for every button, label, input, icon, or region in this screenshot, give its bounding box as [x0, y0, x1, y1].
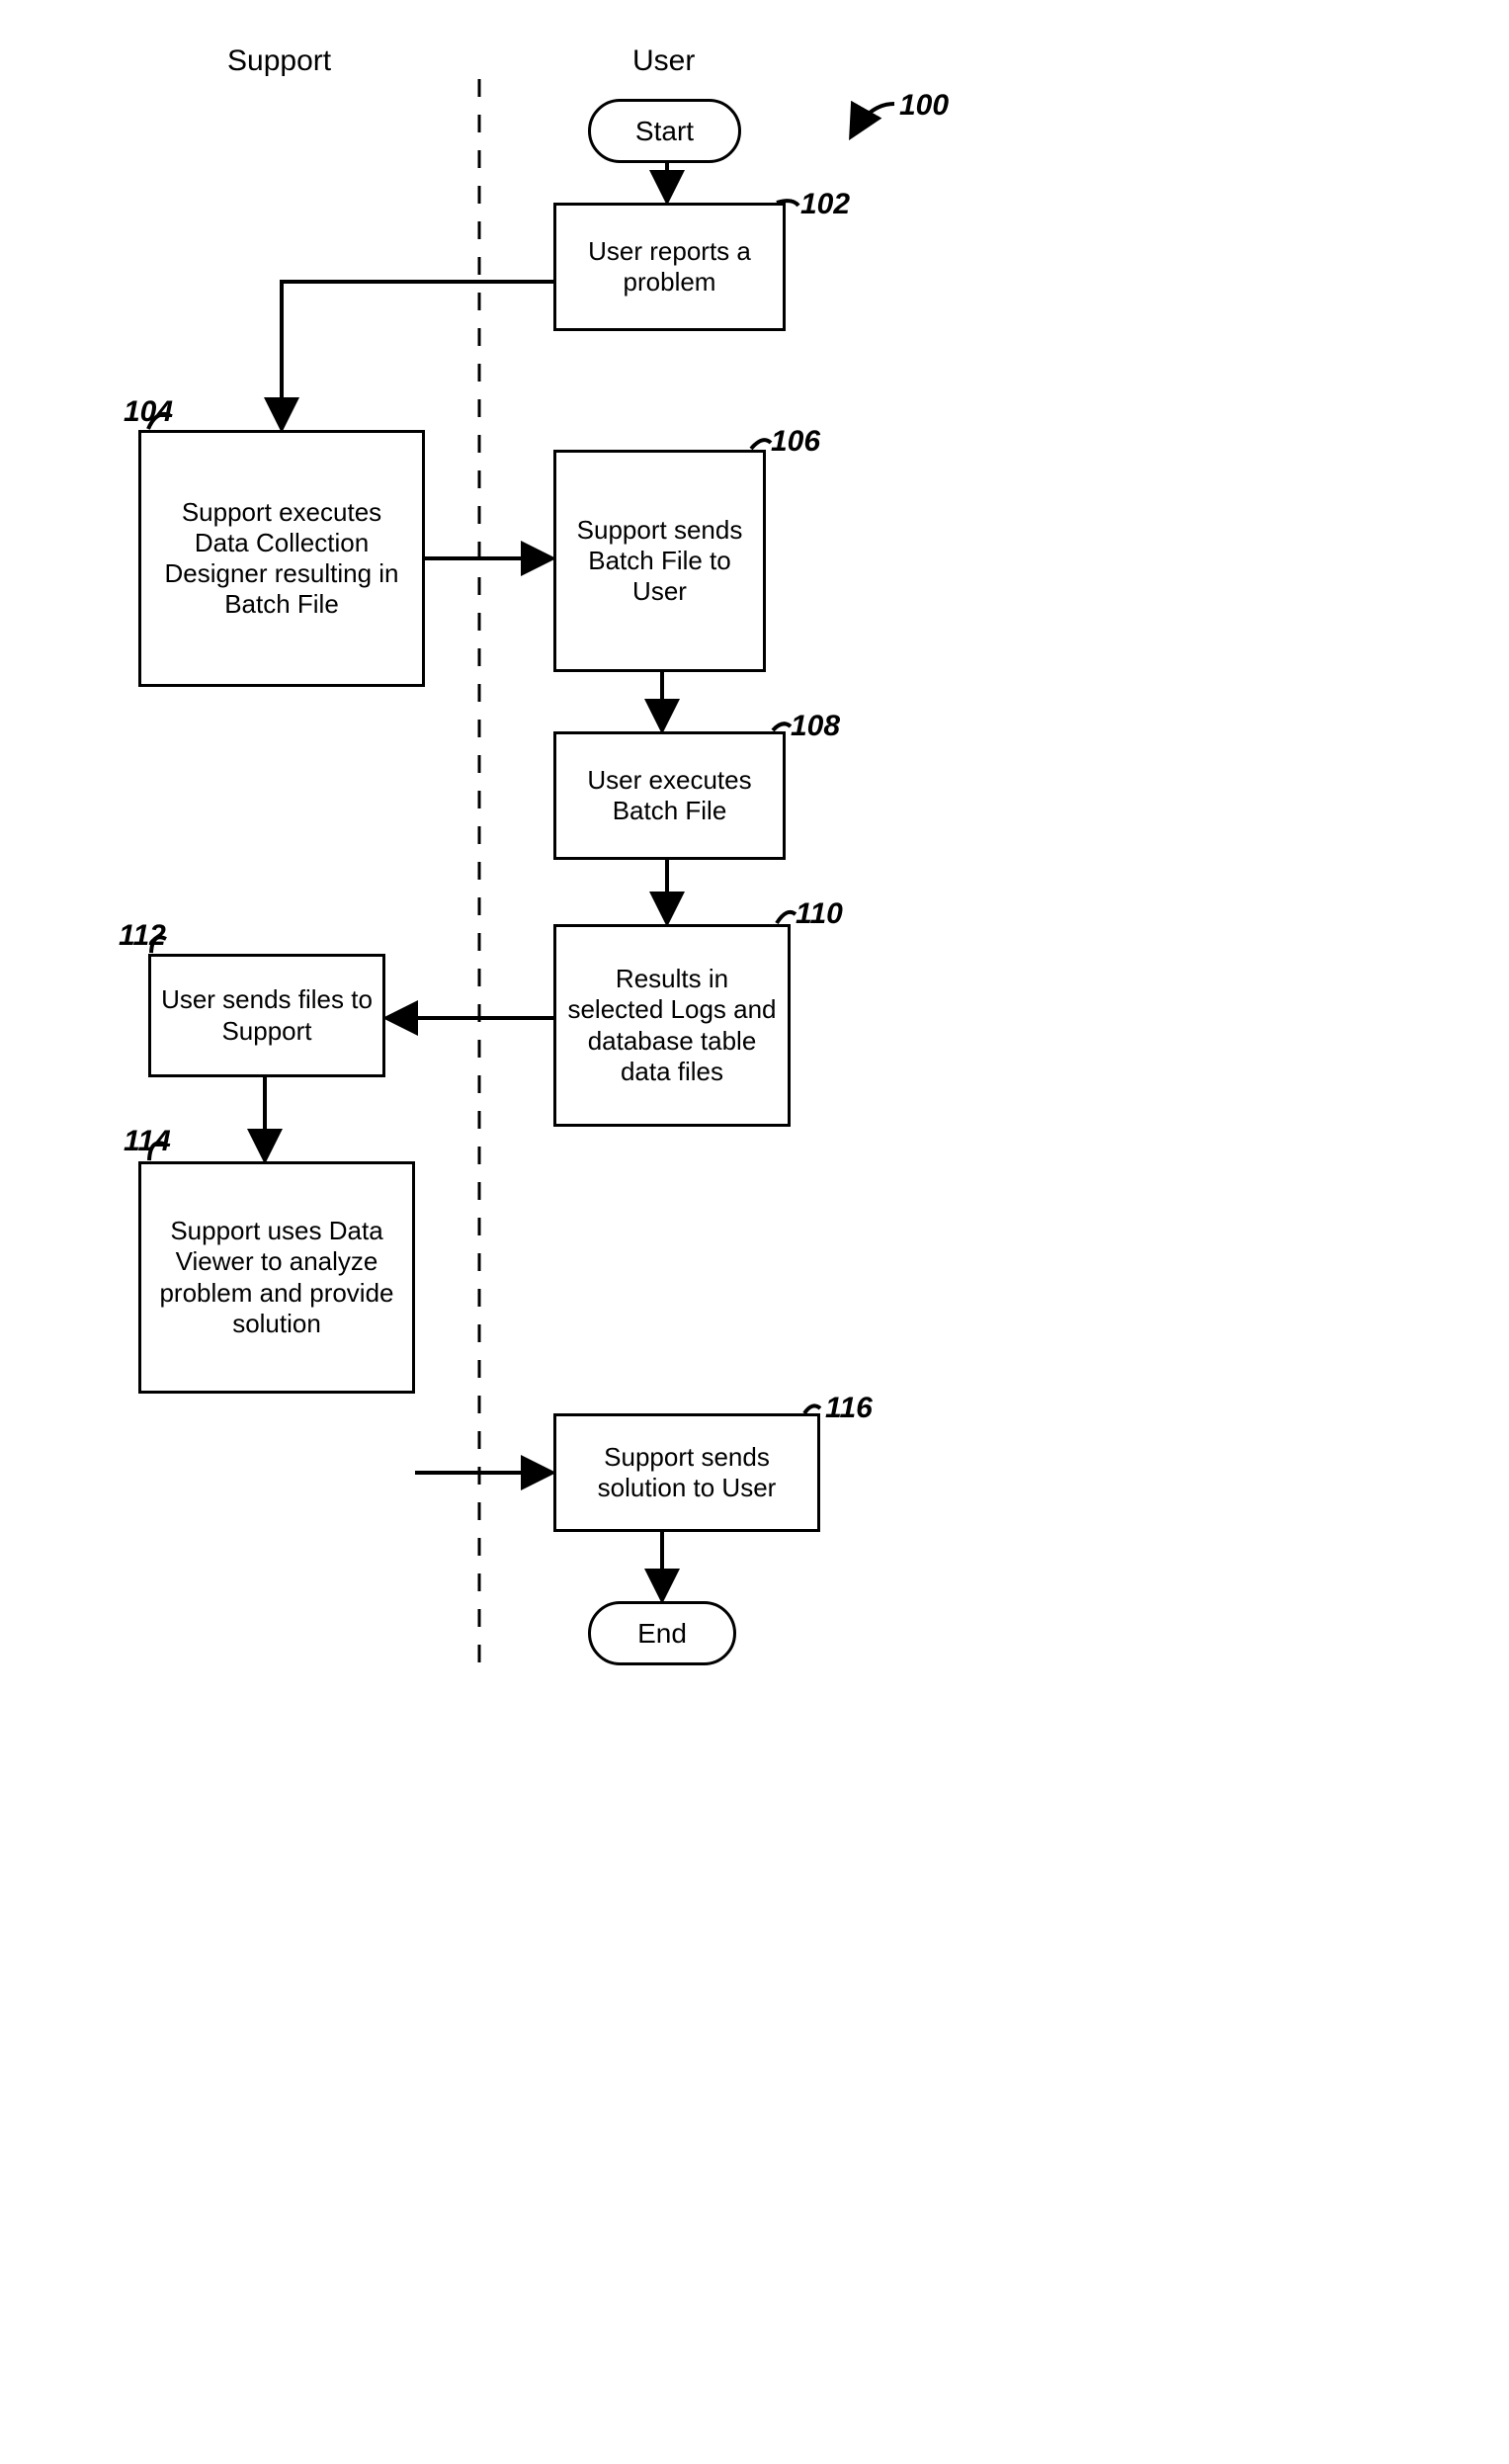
- node-104-label: Support executes Data Collection Designe…: [151, 497, 412, 621]
- node-start: Start: [588, 99, 741, 163]
- node-104: Support executes Data Collection Designe…: [138, 430, 425, 687]
- node-112-label: User sends files to Support: [161, 984, 373, 1046]
- node-112: User sends files to Support: [148, 954, 385, 1077]
- node-102-label: User reports a problem: [566, 236, 773, 297]
- node-108: User executes Batch File: [553, 731, 786, 860]
- header-user: User: [632, 44, 695, 78]
- node-114-label: Support uses Data Viewer to analyze prob…: [151, 1216, 402, 1339]
- node-108-label: User executes Batch File: [566, 765, 773, 826]
- label-114: 114: [124, 1125, 171, 1158]
- edge-102-104: [282, 282, 553, 425]
- node-116-label: Support sends solution to User: [566, 1442, 807, 1503]
- label-108: 108: [791, 710, 840, 743]
- node-114: Support uses Data Viewer to analyze prob…: [138, 1161, 415, 1394]
- connectors-svg: [40, 40, 1028, 1720]
- label-110: 110: [796, 897, 843, 931]
- leader-100: [853, 104, 894, 133]
- leader-108: [773, 723, 791, 730]
- node-110-label: Results in selected Logs and database ta…: [566, 964, 778, 1087]
- label-116: 116: [825, 1392, 873, 1425]
- node-end: End: [588, 1601, 736, 1665]
- label-112: 112: [119, 919, 166, 953]
- node-106-label: Support sends Batch File to User: [566, 515, 753, 608]
- node-start-label: Start: [635, 116, 694, 147]
- leader-110: [777, 912, 796, 923]
- flowchart-diagram: Support User Start End User reports a pr…: [40, 40, 1028, 1720]
- node-116: Support sends solution to User: [553, 1413, 820, 1532]
- label-104: 104: [124, 395, 173, 429]
- node-end-label: End: [637, 1618, 687, 1650]
- node-110: Results in selected Logs and database ta…: [553, 924, 791, 1127]
- node-106: Support sends Batch File to User: [553, 450, 766, 672]
- label-100: 100: [899, 89, 949, 123]
- leader-106: [751, 440, 771, 449]
- node-102: User reports a problem: [553, 203, 786, 331]
- header-support: Support: [227, 44, 331, 78]
- label-106: 106: [771, 425, 820, 459]
- label-102: 102: [800, 188, 850, 221]
- leader-116: [804, 1405, 820, 1413]
